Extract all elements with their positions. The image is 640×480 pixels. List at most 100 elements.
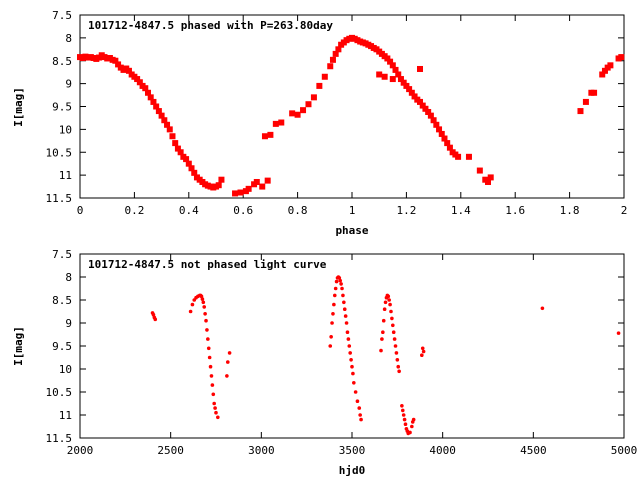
data-point: [386, 294, 391, 299]
data-point: [267, 131, 274, 138]
x-axis-label: hjd0: [339, 464, 366, 477]
data-point: [185, 160, 192, 167]
data-point: [427, 112, 434, 119]
data-point: [421, 349, 426, 354]
data-point: [206, 337, 210, 341]
x-ticks: 2000 2500 3000 3500 4000 4500 5000: [67, 254, 638, 457]
data-point: [420, 346, 425, 351]
data-point: [338, 278, 343, 283]
data-point: [444, 140, 451, 147]
data-point: [381, 318, 386, 323]
x-tick-label: 3500: [339, 444, 366, 457]
data-point: [333, 286, 338, 291]
data-point: [341, 293, 345, 298]
data-points: [77, 34, 625, 197]
data-point: [394, 351, 399, 355]
data-point: [210, 383, 215, 387]
data-point: [381, 330, 385, 335]
data-point: [310, 94, 317, 101]
data-point: [164, 121, 171, 128]
data-point: [346, 337, 351, 341]
data-point: [358, 413, 362, 417]
y-tick-label: 8.5: [52, 294, 72, 307]
data-point: [343, 314, 348, 318]
data-point: [272, 120, 279, 127]
data-point: [332, 302, 336, 307]
x-tick-label: 2000: [67, 444, 94, 457]
data-point: [616, 331, 621, 335]
data-point: [400, 79, 407, 86]
data-point: [183, 156, 190, 163]
x-tick-label: 5000: [611, 444, 638, 457]
data-point: [403, 422, 408, 427]
y-tick-label: 10: [59, 123, 72, 136]
data-point: [487, 174, 494, 181]
data-point: [332, 50, 339, 57]
y-tick-label: 10: [59, 363, 72, 376]
data-point: [225, 374, 229, 378]
data-point: [391, 323, 395, 328]
data-point: [400, 404, 404, 408]
x-ticks: 0 0.2 0.4 0.6 0.8 1 1.2 1.4 1.6 1.8 2: [77, 15, 627, 217]
data-point: [395, 358, 400, 362]
data-point: [438, 130, 445, 137]
data-point: [347, 344, 352, 348]
data-point: [411, 417, 416, 422]
data-point: [207, 355, 212, 360]
data-point: [215, 182, 222, 189]
data-point: [357, 406, 362, 410]
data-point: [607, 62, 614, 69]
data-point: [387, 298, 391, 302]
data-point: [355, 399, 360, 404]
data-point: [112, 57, 119, 64]
data-point: [376, 71, 383, 78]
x-tick-label: 1.8: [560, 204, 580, 217]
data-point: [395, 71, 402, 78]
data-point: [476, 167, 483, 174]
y-tick-label: 11.5: [46, 192, 73, 205]
data-point: [379, 348, 383, 353]
y-tick-label: 7.5: [52, 248, 72, 261]
data-point: [420, 353, 424, 358]
data-point: [177, 149, 184, 156]
data-point: [384, 55, 391, 62]
data-point: [289, 110, 296, 117]
phased-light-curve-panel: 7.5 8 8.5 9 9.5 10 10.5 11 11.5 0 0.2 0.4 0.6 0.8 1 1.…: [12, 9, 627, 237]
data-point: [397, 76, 404, 83]
data-point: [213, 406, 217, 410]
data-point: [393, 344, 398, 348]
y-ticks: 7.5 8 8.5 9 9.5 10 10.5 11 11.5: [46, 248, 624, 445]
data-point: [349, 358, 353, 362]
data-point: [216, 415, 220, 420]
data-point: [402, 417, 407, 422]
data-point: [391, 330, 396, 335]
data-point: [190, 302, 195, 307]
y-ticks: 7.5 8 8.5 9 9.5 10 10.5 11 11.5: [46, 9, 624, 205]
data-point: [328, 344, 333, 348]
data-point: [344, 321, 349, 325]
data-point: [381, 73, 388, 80]
data-point: [455, 153, 462, 160]
y-tick-label: 11.5: [46, 432, 73, 445]
data-point: [125, 67, 132, 74]
y-tick-label: 8.5: [52, 55, 72, 68]
data-point: [591, 89, 598, 96]
x-tick-label: 3000: [248, 444, 275, 457]
data-point: [330, 321, 334, 325]
data-point: [188, 309, 193, 314]
data-point: [136, 79, 143, 86]
data-point: [401, 413, 406, 417]
data-point: [150, 98, 157, 105]
y-tick-label: 10.5: [46, 386, 73, 399]
data-point: [327, 63, 334, 70]
data-point: [294, 111, 301, 118]
data-points: [150, 275, 621, 436]
x-tick-label: 1.6: [505, 204, 525, 217]
y-tick-label: 9: [65, 317, 72, 330]
data-point: [390, 316, 394, 321]
data-point: [601, 67, 608, 74]
data-point: [142, 85, 149, 92]
data-point: [388, 302, 392, 307]
